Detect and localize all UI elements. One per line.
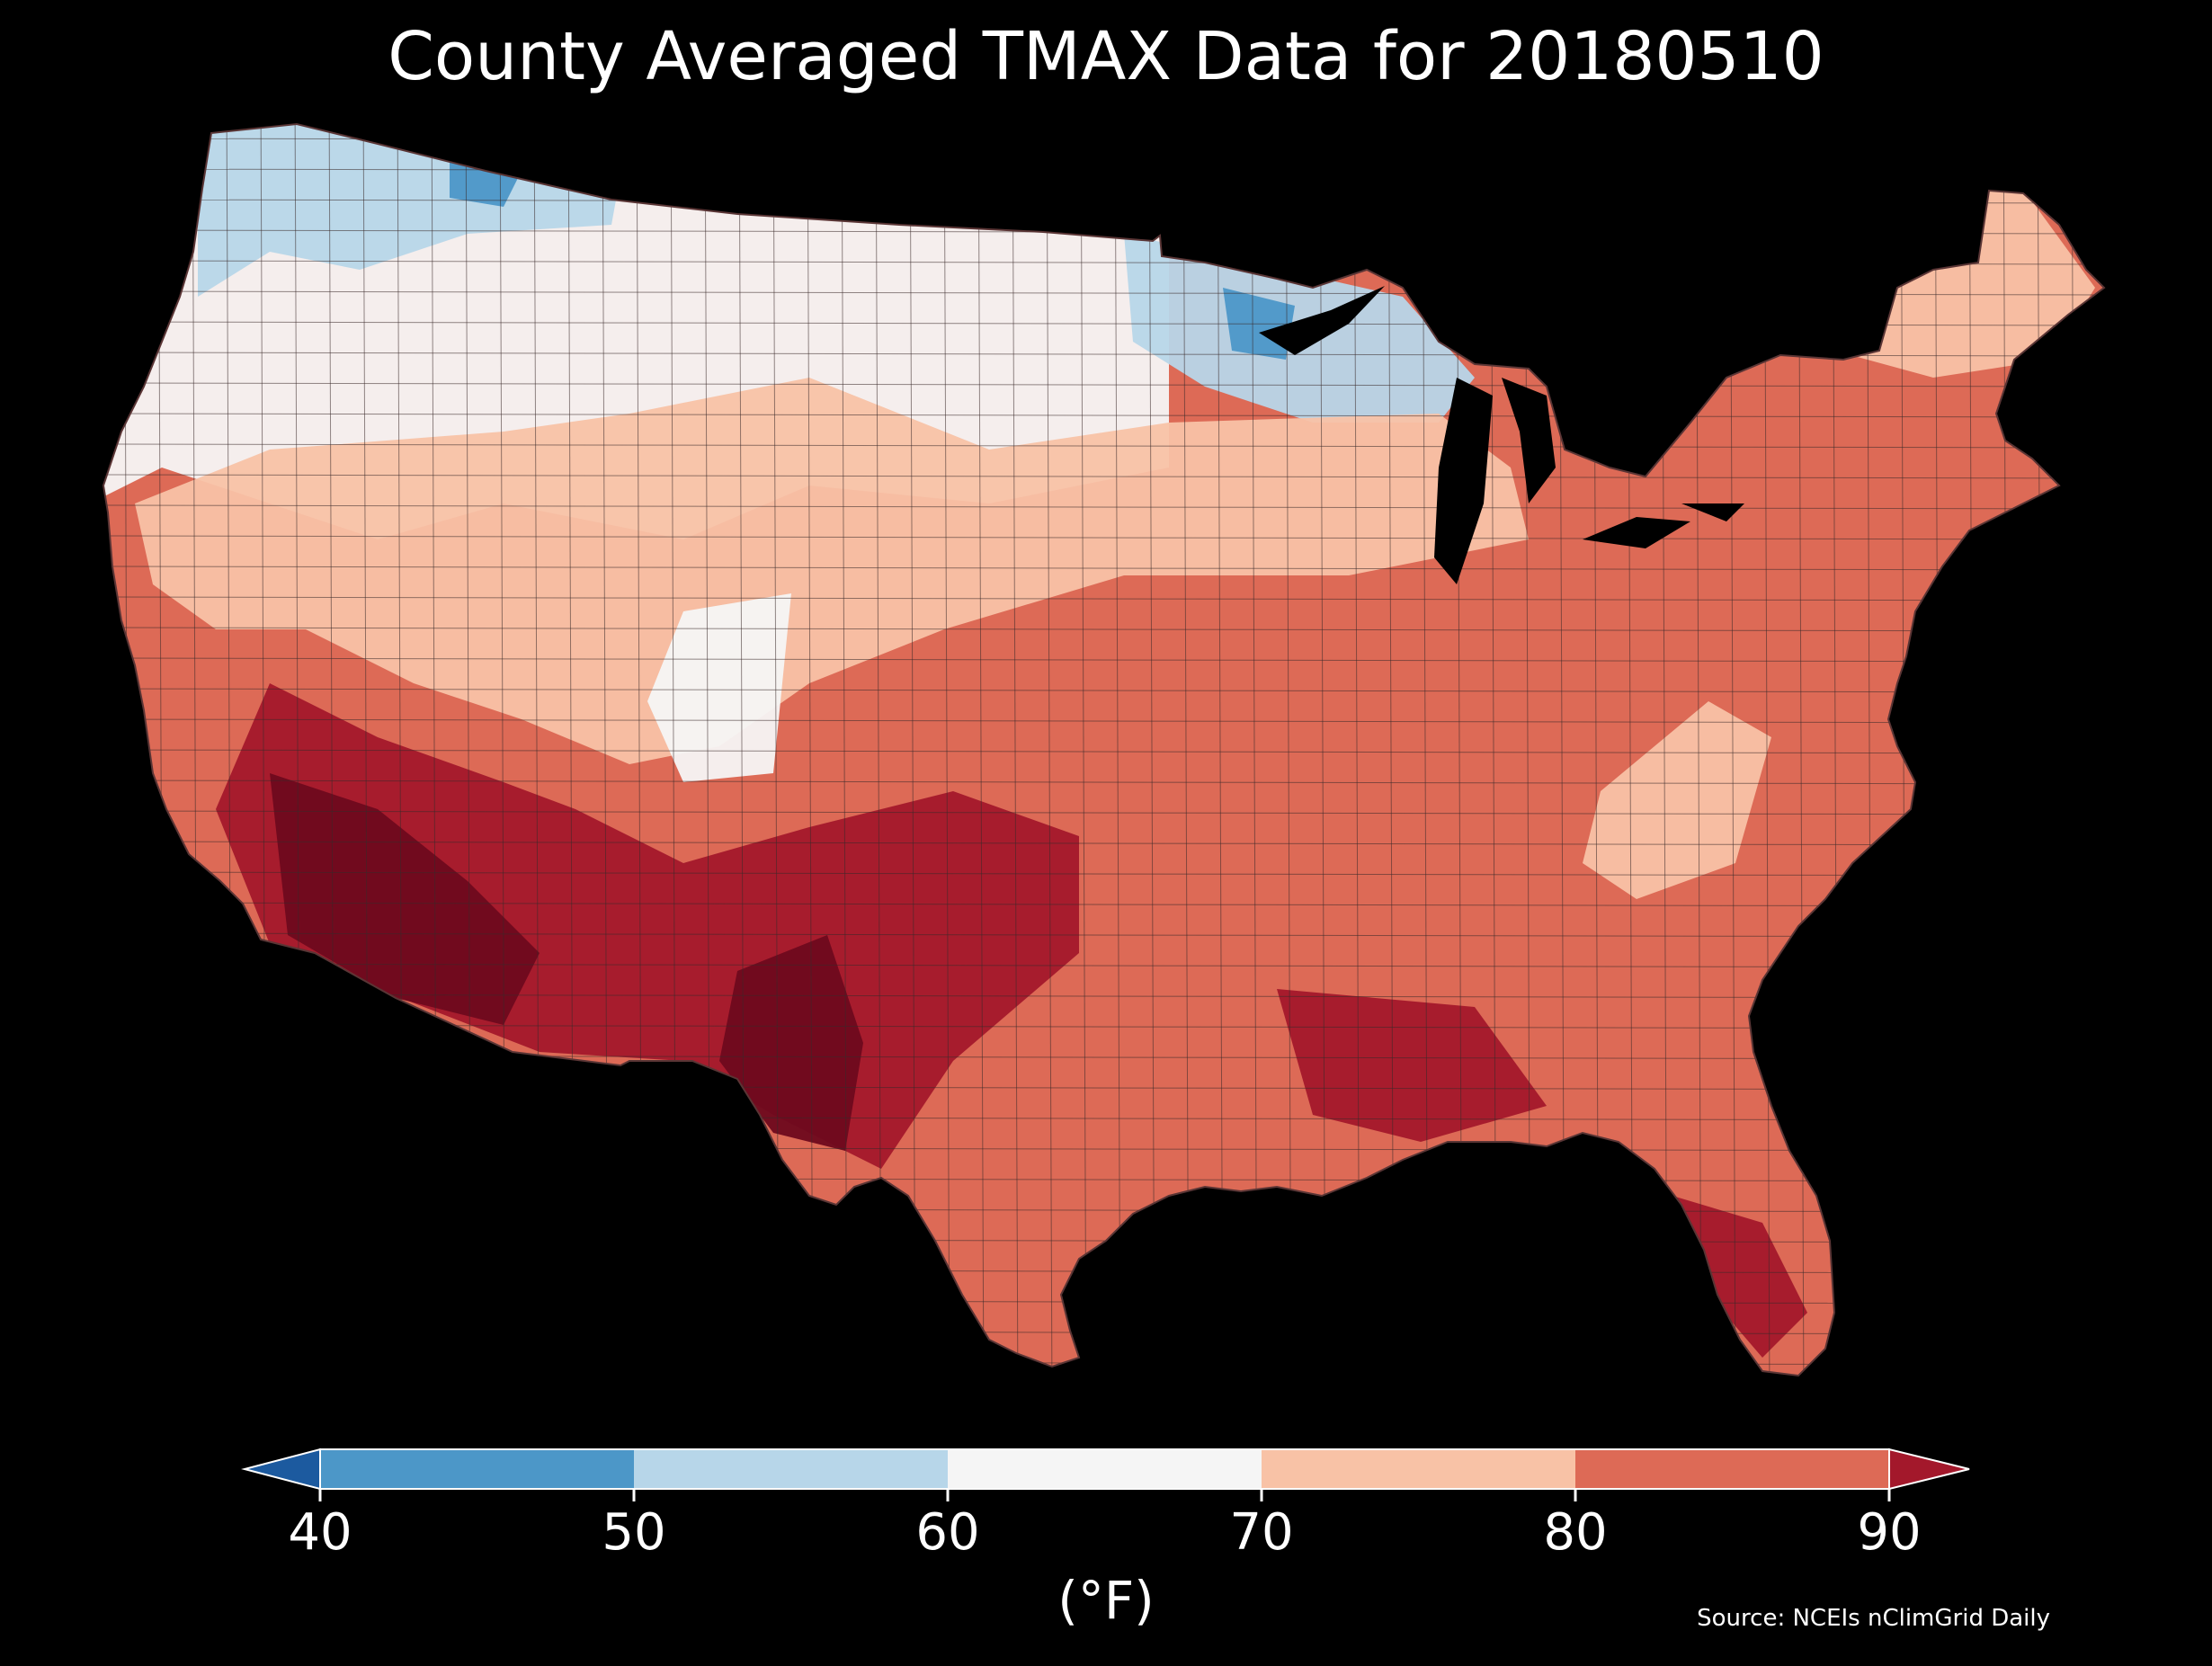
county-border [1285, 124, 1292, 1376]
colorbar [241, 1448, 1970, 1501]
temperature-zone [1672, 1196, 1807, 1358]
lake [1259, 286, 1385, 355]
colorbar-over-arrow [1888, 1448, 1970, 1491]
county-border [90, 108, 2122, 111]
map-title: County Averaged TMAX Data for 20180510 [388, 18, 1824, 95]
county-border [103, 504, 2104, 510]
county-border [90, 90, 95, 1403]
county-border [1182, 124, 1190, 1376]
county-border [103, 810, 2104, 815]
lake [1434, 378, 1493, 584]
county-border [103, 596, 2104, 601]
county-border [1319, 124, 1326, 1376]
colorbar-tick-label: 70 [1229, 1503, 1294, 1562]
county-border [103, 718, 2104, 724]
colorbar-bin [1575, 1449, 1889, 1489]
county-border [1114, 124, 1121, 1376]
county-border [1148, 124, 1155, 1376]
county-border [1012, 124, 1019, 1376]
county-border [103, 443, 2104, 449]
county-border [103, 688, 2104, 693]
colorbar-tick-label: 50 [602, 1503, 666, 1562]
county-border [1046, 124, 1053, 1376]
colorbar-under-arrow [241, 1448, 321, 1491]
county-border [103, 902, 2104, 907]
county-border [103, 474, 2104, 479]
colorbar-bin [634, 1449, 948, 1489]
lake [1681, 503, 1744, 521]
colorbar-bin [948, 1449, 1262, 1489]
county-border [909, 124, 916, 1376]
temperature-zone [135, 378, 1529, 764]
great-lakes [1259, 286, 1744, 584]
colorbar-tick-label: 80 [1543, 1503, 1608, 1562]
temperature-zone [216, 683, 1079, 1169]
county-border [103, 627, 2104, 632]
temperature-zone [1583, 701, 1771, 899]
lake [1502, 378, 1556, 503]
colorbar-bin [1262, 1449, 1575, 1489]
county-border [123, 124, 130, 1376]
county-border [103, 841, 2104, 846]
colorbar-tick-label: 90 [1857, 1503, 1922, 1562]
county-border [103, 780, 2104, 785]
county-border [1080, 124, 1087, 1376]
temperature-zone [719, 935, 863, 1151]
lake [1583, 517, 1690, 548]
county-border [90, 1392, 2122, 1395]
county-border [807, 124, 814, 1376]
county-border [103, 382, 2104, 388]
county-border [103, 932, 2104, 938]
county-border [943, 124, 950, 1376]
county-border [103, 413, 2104, 418]
county-border [977, 124, 985, 1376]
county-border [103, 566, 2104, 571]
county-border [103, 1360, 2104, 1366]
county-border [103, 871, 2104, 877]
county-border [103, 138, 2104, 143]
colorbar-tick-label: 60 [915, 1503, 980, 1562]
source-note: Source: NCEIs nClimGrid Daily [1697, 1605, 2050, 1632]
colorbar-unit-label: (°F) [1057, 1570, 1155, 1631]
colorbar-tick-label: 40 [288, 1503, 352, 1562]
colorbar-frame [319, 1448, 1890, 1490]
county-border [103, 657, 2104, 663]
temperature-zone [270, 773, 540, 1025]
county-border [841, 124, 848, 1376]
county-border [103, 749, 2104, 754]
county-border [1251, 124, 1258, 1376]
temperature-zone [647, 593, 791, 782]
colorbar-bin [320, 1449, 634, 1489]
county-border [2106, 90, 2111, 1403]
county-border [1217, 124, 1224, 1376]
county-border [103, 535, 2104, 540]
